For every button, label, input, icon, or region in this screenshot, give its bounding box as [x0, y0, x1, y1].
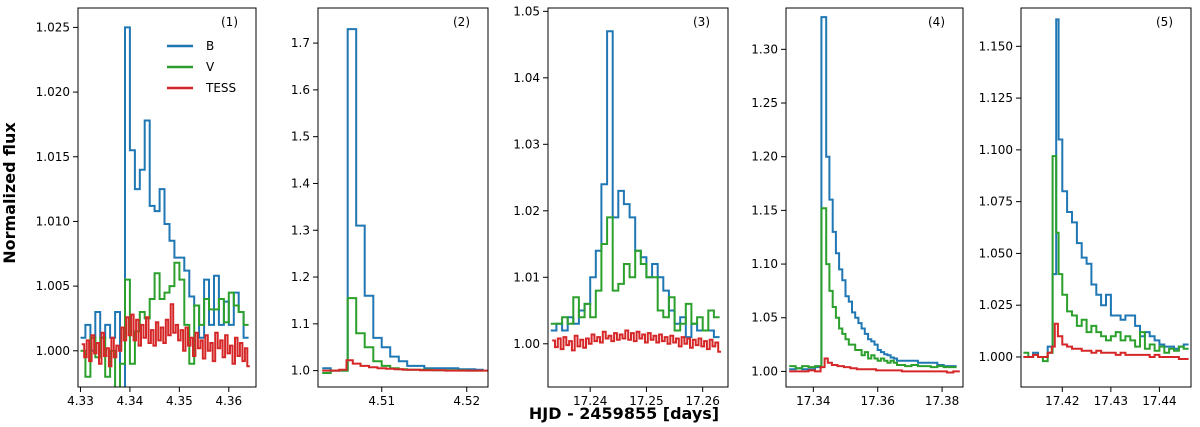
- series-line-v: [789, 207, 957, 370]
- y-tick-label: 1.00: [513, 337, 540, 351]
- panel-series-group: [80, 26, 250, 387]
- y-tick-label: 1.000: [979, 350, 1013, 364]
- y-tick-label: 1.015: [36, 150, 70, 164]
- panel-series-group: [322, 28, 488, 374]
- y-tick-label: 1.0: [291, 364, 310, 378]
- x-tick-label: 17.36: [861, 394, 895, 408]
- series-line-b: [1023, 18, 1189, 358]
- x-axis-title: HJD - 2459855 [days]: [529, 404, 719, 423]
- y-tick-label: 1.150: [979, 39, 1013, 53]
- y-tick-label: 1.125: [979, 91, 1013, 105]
- series-line-tess: [322, 359, 488, 372]
- x-tick-label: 4.34: [117, 394, 144, 408]
- x-tick-label: 4.33: [67, 394, 94, 408]
- y-tick-label: 1.7: [291, 36, 310, 50]
- y-tick-label: 1.100: [979, 143, 1013, 157]
- panel-frame: [77, 7, 257, 388]
- panel-label: (4): [928, 15, 945, 29]
- panel-frame: [1020, 7, 1192, 388]
- y-tick-label: 1.5: [291, 130, 310, 144]
- series-line-v: [80, 261, 249, 387]
- series-line-v: [1023, 155, 1189, 363]
- panel-4: 1.00 1.05 1.10 1.15 1.20 1.25 1.30 17.34 17.36 17…: [751, 7, 964, 408]
- series-line-v: [550, 216, 720, 332]
- series-line-b: [550, 30, 720, 339]
- series-line-b: [80, 26, 249, 387]
- legend: BV TESS: [167, 39, 236, 95]
- legend-label-tess: TESS: [205, 81, 236, 95]
- x-tick-label: 4.51: [368, 394, 395, 408]
- y-tick-label: 1.20: [751, 150, 778, 164]
- x-tick-label: 4.52: [453, 394, 480, 408]
- x-tick-label: 17.34: [796, 394, 830, 408]
- series-line-b: [789, 16, 957, 371]
- x-tick-label: 4.36: [215, 394, 242, 408]
- y-tick-label: 1.15: [751, 203, 778, 217]
- x-tick-label: 17.26: [686, 394, 720, 408]
- panel-series-group: [789, 16, 960, 374]
- y-tick-label: 1.3: [291, 223, 310, 237]
- panel-label: (2): [453, 15, 470, 29]
- y-tick-label: 1.025: [979, 298, 1013, 312]
- panel-3: 1.00 1.01 1.02 1.03 1.04 1.05 17.24 17.25 17.26 (…: [513, 4, 729, 408]
- y-tick-label: 1.005: [36, 279, 70, 293]
- y-tick-label: 1.075: [979, 195, 1013, 209]
- x-tick-label: 17.42: [1045, 394, 1079, 408]
- y-tick-label: 1.1: [291, 317, 310, 331]
- x-tick-label: 17.25: [629, 394, 663, 408]
- y-tick-label: 1.010: [36, 214, 70, 228]
- y-tick-label: 1.020: [36, 85, 70, 99]
- series-line-tess: [1023, 322, 1189, 360]
- y-tick-label: 1.10: [751, 257, 778, 271]
- panel-label: (3): [693, 15, 710, 29]
- panel-frame: [317, 7, 489, 388]
- x-tick-label: 17.43: [1094, 394, 1128, 408]
- y-tick-label: 1.4: [291, 176, 310, 190]
- panel-frame: [785, 7, 964, 388]
- y-tick-label: 1.025: [36, 20, 70, 34]
- y-tick-label: 1.02: [513, 204, 540, 218]
- y-tick-label: 1.050: [979, 246, 1013, 260]
- x-tick-label: 17.44: [1142, 394, 1176, 408]
- series-line-b: [322, 28, 484, 372]
- y-tick-label: 1.6: [291, 83, 310, 97]
- y-tick-label: 1.000: [36, 344, 70, 358]
- series-line-tess: [552, 329, 721, 353]
- panel-2: 1.0 1.1 1.2 1.3 1.4 1.5 1.6 1.7 4.51 4.52 (2): [291, 7, 489, 408]
- legend-label-v: V: [206, 60, 215, 74]
- y-tick-label: 1.04: [513, 71, 540, 85]
- x-tick-label: 4.35: [166, 394, 193, 408]
- legend-label-b: B: [206, 39, 214, 53]
- panel-frame: [547, 7, 729, 388]
- y-tick-label: 1.03: [513, 137, 540, 151]
- y-tick-label: 1.01: [513, 270, 540, 284]
- panel-1: 1.000 1.005 1.010 1.015 1.020 1.025 4.33 4.34 4.…: [36, 7, 257, 408]
- y-tick-label: 1.30: [751, 42, 778, 56]
- series-line-tess: [81, 303, 250, 368]
- panel-label: (1): [221, 15, 238, 29]
- x-tick-label: 17.24: [573, 394, 607, 408]
- y-tick-label: 1.25: [751, 96, 778, 110]
- y-axis-title: Normalized flux: [0, 122, 19, 264]
- panel-label: (5): [1156, 15, 1173, 29]
- panel-series-group: [550, 30, 721, 353]
- y-tick-label: 1.2: [291, 270, 310, 284]
- y-tick-label: 1.05: [513, 4, 540, 18]
- panel-5: 1.000 1.025 1.050 1.075 1.100 1.125 1.150 17.42…: [979, 7, 1192, 408]
- y-tick-label: 1.00: [751, 364, 778, 378]
- x-tick-label: 17.38: [925, 394, 959, 408]
- y-tick-label: 1.05: [751, 311, 778, 325]
- panel-series-group: [1023, 18, 1189, 363]
- panels-group: 1.000 1.005 1.010 1.015 1.020 1.025 4.33 4.34 4.…: [36, 4, 1192, 408]
- series-line-tess: [789, 357, 960, 374]
